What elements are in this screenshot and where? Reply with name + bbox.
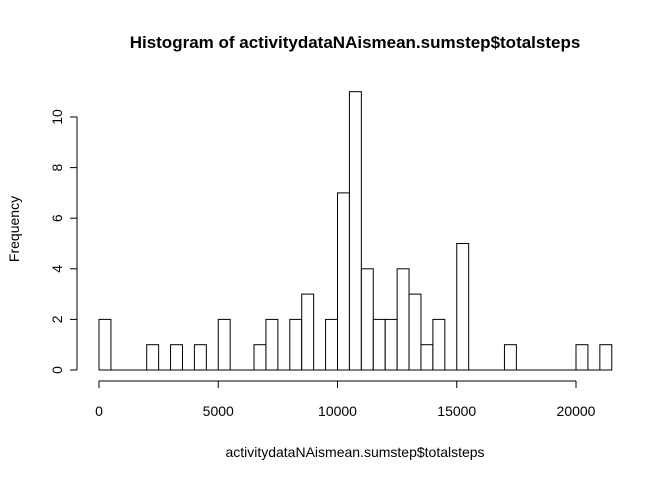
- histogram-bar: [325, 318, 339, 371]
- histogram-bar: [193, 344, 207, 371]
- histogram-bar: [348, 91, 362, 371]
- x-tick-label: 20000: [557, 403, 596, 419]
- histogram-bar: [384, 318, 398, 371]
- histogram-bar: [146, 344, 160, 371]
- histogram-bar: [337, 192, 350, 371]
- y-tick-label: 6: [49, 214, 65, 222]
- y-tick-label: 2: [49, 315, 65, 323]
- histogram-bar: [360, 268, 374, 371]
- histogram-bar: [170, 344, 183, 371]
- x-tick-label: 15000: [437, 403, 476, 419]
- histogram-bar: [503, 344, 517, 371]
- y-tick-label: 0: [49, 366, 65, 374]
- chart-title: Histogram of activitydataNAismean.sumste…: [130, 33, 581, 52]
- y-tick-label: 4: [49, 265, 65, 273]
- x-tick-label: 0: [95, 403, 103, 419]
- histogram-bar: [265, 318, 279, 371]
- y-tick-label: 8: [49, 163, 65, 171]
- x-axis: 0 5000 10000 15000 20000: [95, 380, 596, 419]
- histogram-bar: [396, 268, 410, 371]
- histogram-bar: [408, 293, 422, 371]
- histogram-bar: [217, 318, 231, 371]
- histogram-bar: [456, 243, 470, 371]
- y-axis: 0 2 4 6 8 10: [49, 109, 78, 374]
- y-tick-label: 10: [49, 109, 65, 125]
- histogram-bar: [289, 318, 303, 371]
- histogram-bar: [301, 293, 315, 371]
- histogram-bar: [575, 344, 589, 371]
- x-axis-label: activitydataNAismean.sumstep$totalsteps: [225, 444, 484, 460]
- y-axis-label: Frequency: [6, 196, 22, 262]
- histogram-bar: [599, 344, 613, 371]
- x-tick-label: 5000: [203, 403, 234, 419]
- histogram-bar: [432, 318, 446, 371]
- histogram-bar: [372, 318, 386, 371]
- bars-group: [98, 91, 613, 371]
- histogram-bar: [253, 344, 267, 371]
- histogram-bar: [98, 318, 112, 371]
- x-tick-label: 10000: [318, 403, 357, 419]
- histogram-bar: [420, 344, 434, 371]
